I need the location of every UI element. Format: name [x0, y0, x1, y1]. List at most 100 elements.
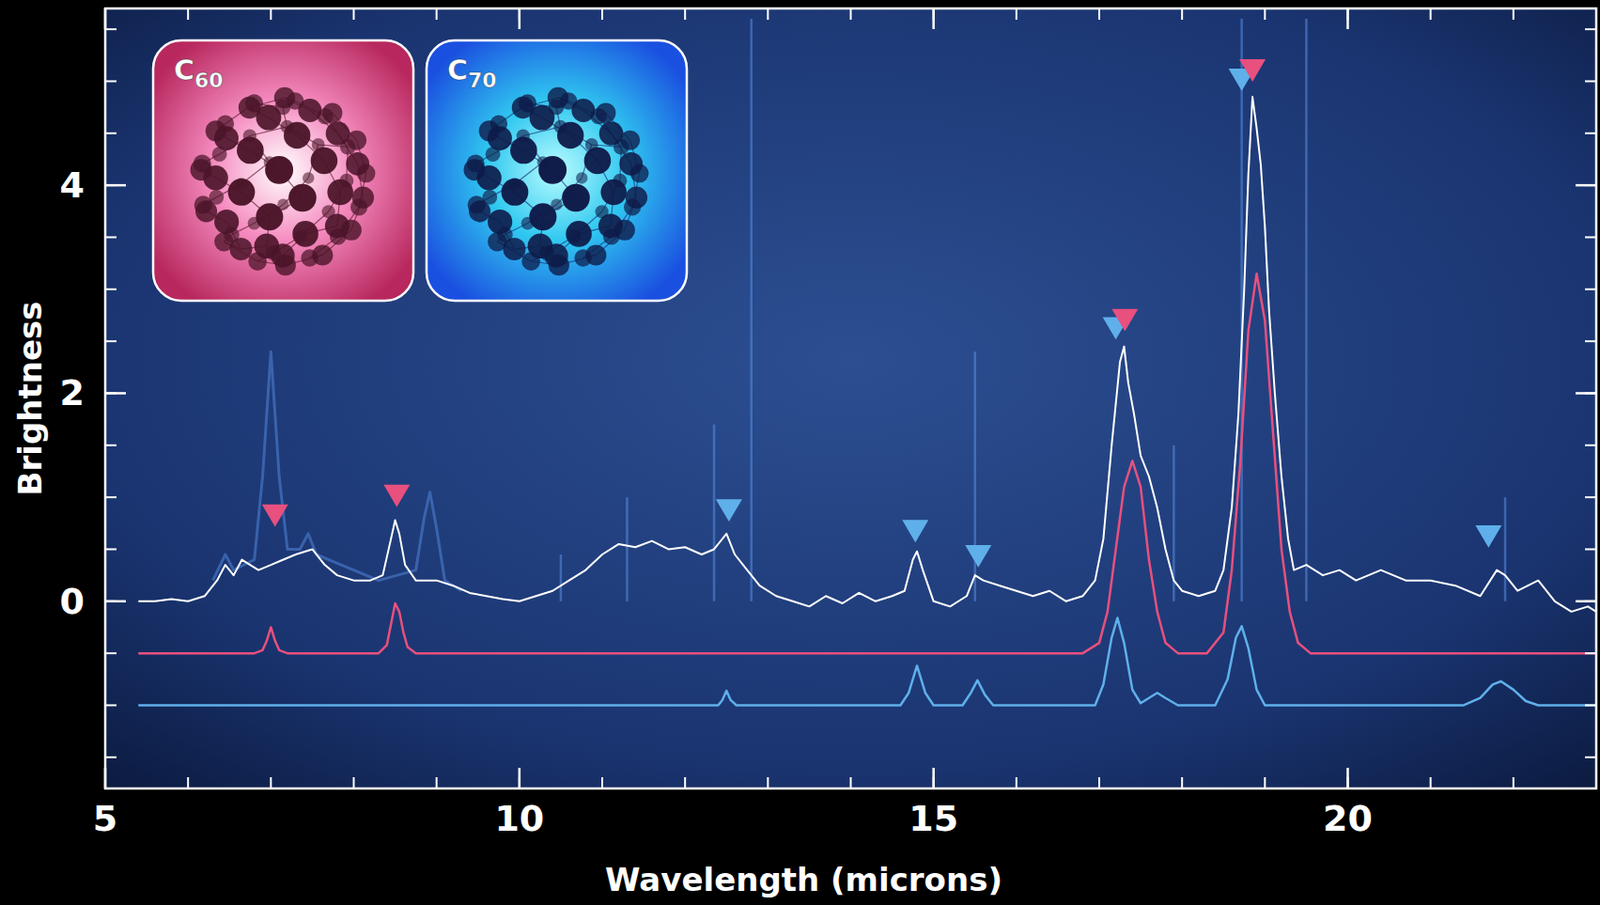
legend-label: C70: [447, 53, 498, 93]
minor-tick: [1584, 132, 1597, 135]
atom: [274, 87, 296, 109]
x-axis-title: Wavelength (microns): [605, 860, 1003, 899]
atom: [256, 105, 282, 131]
minor-tick: [766, 8, 769, 20]
minor-tick: [1584, 235, 1597, 238]
minor-tick: [1584, 496, 1597, 498]
minor-tick: [1584, 79, 1597, 82]
minor-tick: [1512, 8, 1515, 20]
axes: [105, 8, 1597, 789]
atom: [598, 213, 623, 238]
background: [0, 0, 1600, 905]
atom: [214, 209, 239, 234]
minor-tick: [435, 8, 438, 20]
legend-item: C70: [426, 40, 687, 301]
atom: [229, 237, 252, 261]
minor-tick: [105, 79, 117, 82]
minor-tick: [105, 340, 117, 342]
atom: [292, 220, 319, 248]
emission-line: [625, 497, 629, 602]
atom: [283, 122, 311, 149]
x-tick: [104, 8, 108, 30]
peak-marker: [1239, 59, 1266, 82]
minor-tick: [1595, 776, 1598, 789]
atom: [487, 125, 513, 151]
minor-tick: [1015, 776, 1018, 789]
atom: [595, 103, 616, 124]
x-tick-label: 5: [93, 797, 118, 839]
chart: 0245101520Wavelength (microns)Brightness…: [0, 0, 1600, 905]
atom: [322, 103, 342, 124]
atom: [302, 171, 314, 184]
plot-background: [105, 8, 1597, 789]
atom: [557, 122, 584, 149]
minor-tick: [1263, 8, 1266, 20]
atom: [501, 178, 529, 206]
minor-tick: [435, 776, 438, 789]
emission-line: [559, 554, 563, 602]
atom: [599, 121, 624, 146]
peak-marker: [715, 498, 743, 522]
minor-tick: [1584, 28, 1597, 31]
minor-tick: [186, 8, 189, 20]
atom: [619, 152, 643, 176]
minor-tick: [105, 496, 117, 498]
atom: [325, 213, 350, 238]
y-tick: [1575, 184, 1597, 187]
atom: [561, 184, 591, 213]
x-tick: [1346, 767, 1350, 789]
peak-marker: [1111, 309, 1138, 332]
minor-tick: [850, 776, 853, 789]
minor-tick: [683, 8, 686, 20]
atom: [571, 98, 595, 123]
atom: [528, 233, 554, 260]
atom: [487, 209, 513, 234]
atom: [311, 244, 333, 265]
y-tick-label: 0: [60, 580, 85, 622]
y-tick: [1575, 391, 1597, 395]
minor-tick: [105, 132, 117, 135]
minor-tick: [1429, 8, 1432, 20]
minor-tick: [105, 288, 117, 291]
minor-tick: [105, 652, 117, 654]
plot-area: [138, 18, 1597, 705]
legend-box: [153, 40, 414, 301]
spectrum-line: [213, 351, 463, 591]
emission-line: [713, 424, 716, 602]
minor-tick: [105, 444, 117, 447]
minor-tick: [1584, 340, 1597, 342]
atom: [228, 178, 256, 206]
y-tick-label: 4: [60, 164, 85, 206]
y-tick: [1575, 600, 1597, 604]
spectrum-line: [138, 96, 1597, 612]
atom: [584, 147, 612, 175]
x-tick-label: 15: [908, 797, 959, 839]
minor-tick: [269, 8, 272, 20]
atom: [202, 165, 228, 190]
peak-marker: [901, 519, 929, 543]
atom: [529, 105, 556, 131]
minor-tick: [850, 8, 853, 20]
minor-tick: [353, 8, 356, 20]
minor-tick: [1584, 288, 1597, 291]
atom: [255, 202, 283, 231]
minor-tick: [1015, 8, 1018, 20]
legend-item: C60: [153, 40, 414, 301]
minor-tick: [601, 8, 604, 20]
atom: [254, 233, 280, 260]
atom: [502, 237, 526, 261]
atom: [547, 87, 569, 109]
x-tick: [932, 8, 935, 30]
atom: [476, 165, 501, 190]
peak-marker: [964, 544, 992, 568]
minor-tick: [1595, 8, 1598, 20]
minor-tick: [269, 776, 272, 789]
x-tick: [104, 767, 108, 789]
legend-box: [426, 40, 687, 301]
atom: [288, 184, 317, 213]
atom: [600, 179, 627, 206]
y-axis-title: Brightness: [11, 301, 49, 497]
peak-marker: [262, 504, 289, 528]
minor-tick: [1584, 547, 1597, 550]
atom: [528, 202, 557, 231]
